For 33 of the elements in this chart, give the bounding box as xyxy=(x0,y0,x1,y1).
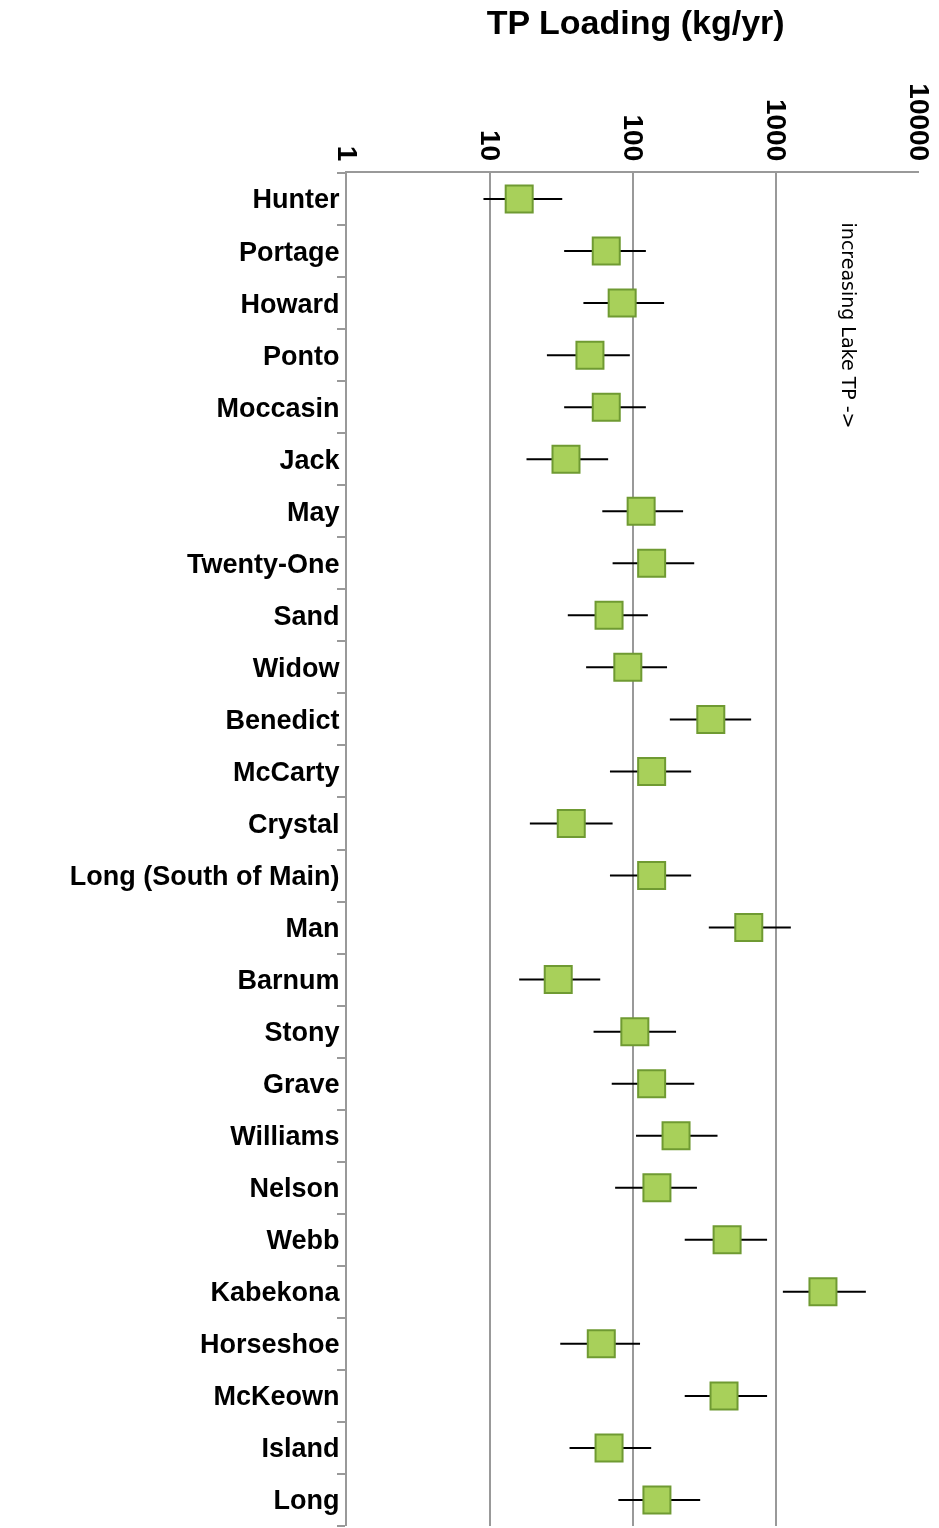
y-tick-label: Twenty-One xyxy=(187,548,340,579)
y-tick-label: Williams xyxy=(230,1121,340,1152)
x-tick-label: 1000 xyxy=(760,98,792,162)
y-tick-label: Webb xyxy=(266,1225,340,1256)
y-tick-label: Hunter xyxy=(252,184,341,215)
y-tick-label: Moccasin xyxy=(216,392,340,423)
y-tick-label: Widow xyxy=(252,652,341,683)
y-tick-label: Horseshoe xyxy=(200,1329,340,1360)
chart-title: TP Loading (kg/yr) xyxy=(486,3,785,42)
y-tick-label: Nelson xyxy=(249,1173,340,1204)
x-tick-label: 10 xyxy=(474,130,506,162)
y-tick-label: McCarty xyxy=(233,756,340,787)
y-tick-label: Jack xyxy=(279,444,341,475)
y-tick-label: Crystal xyxy=(248,808,340,839)
y-tick-label: Benedict xyxy=(225,704,340,735)
y-tick-label: Man xyxy=(285,913,340,944)
y-tick-label: Sand xyxy=(273,600,340,631)
y-tick-label: Island xyxy=(261,1433,340,1464)
x-tick-label: 10000 xyxy=(903,83,935,162)
y-tick-label: Stony xyxy=(264,1017,340,1048)
y-tick-label: Grave xyxy=(263,1069,340,1100)
y-tick-label: Ponto xyxy=(263,340,340,371)
y-tick-label: Howard xyxy=(240,288,340,319)
x-tick-label: 100 xyxy=(617,114,649,162)
y-tick-label: Long (South of Main) xyxy=(69,860,340,891)
y-tick-label: Kabekona xyxy=(210,1277,341,1308)
y-tick-label: May xyxy=(287,496,340,527)
y-tick-label: Portage xyxy=(239,236,340,267)
annotation: increasing Lake TP -> xyxy=(838,222,861,429)
y-tick-label: Long xyxy=(273,1485,340,1516)
x-tick-label: 1 xyxy=(331,145,363,162)
y-tick-label: McKeown xyxy=(213,1381,340,1412)
y-tick-label: Barnum xyxy=(237,965,340,996)
